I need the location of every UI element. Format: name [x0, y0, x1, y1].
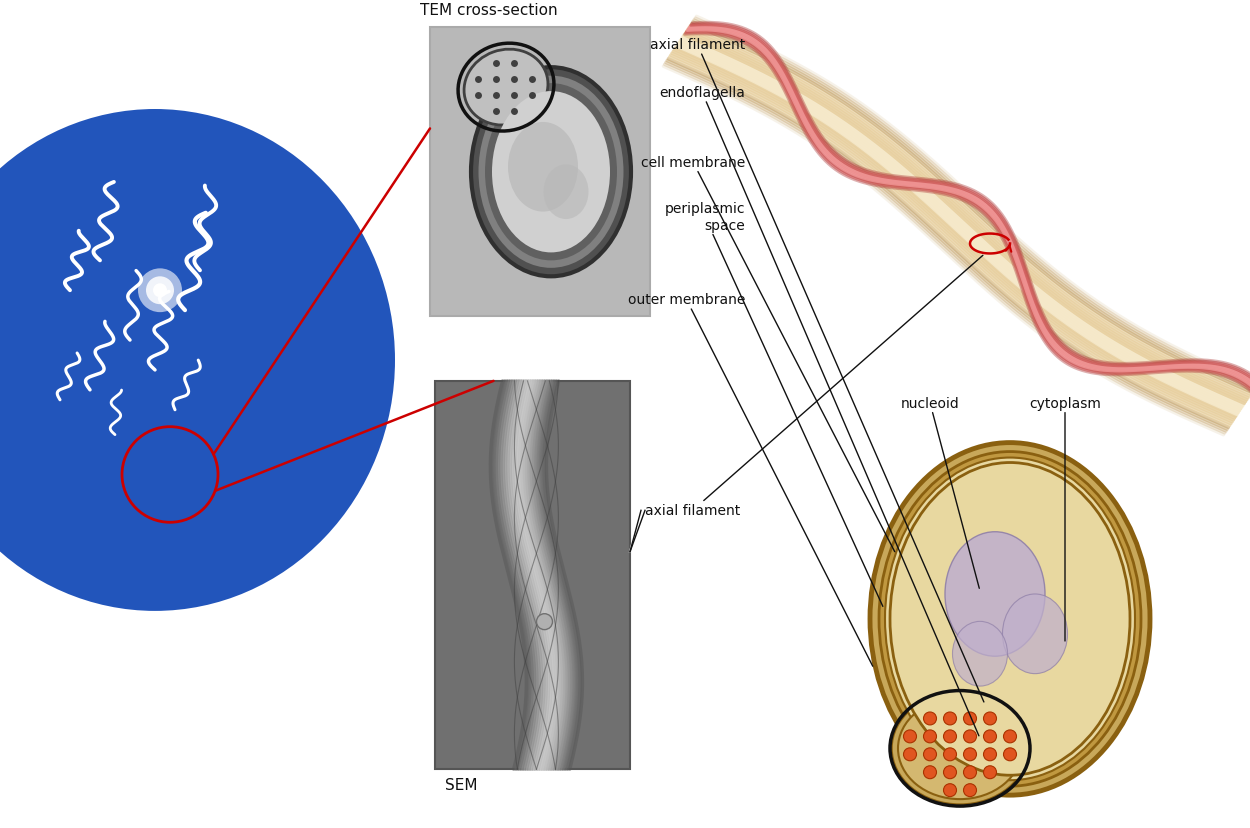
- Circle shape: [964, 766, 976, 779]
- Circle shape: [984, 712, 996, 725]
- Circle shape: [924, 748, 936, 761]
- Ellipse shape: [879, 452, 1141, 787]
- Ellipse shape: [508, 123, 578, 212]
- Text: nucleoid: nucleoid: [900, 397, 979, 589]
- Circle shape: [944, 748, 956, 761]
- Circle shape: [964, 748, 976, 761]
- Text: SEM: SEM: [445, 777, 478, 792]
- Ellipse shape: [952, 622, 1008, 686]
- Text: cell membrane: cell membrane: [641, 156, 895, 552]
- Ellipse shape: [870, 443, 1150, 795]
- Ellipse shape: [0, 110, 395, 611]
- Ellipse shape: [464, 50, 548, 126]
- Text: axial filament: axial filament: [650, 38, 984, 702]
- Text: cytoplasm: cytoplasm: [1029, 397, 1101, 641]
- Ellipse shape: [891, 691, 1029, 805]
- Circle shape: [1004, 730, 1016, 743]
- Text: TEM cross-section: TEM cross-section: [420, 3, 558, 18]
- Circle shape: [152, 284, 168, 298]
- Ellipse shape: [485, 84, 618, 261]
- Ellipse shape: [492, 92, 610, 253]
- Circle shape: [904, 748, 916, 761]
- Circle shape: [964, 730, 976, 743]
- Circle shape: [1004, 748, 1016, 761]
- Bar: [430, 28, 650, 317]
- Ellipse shape: [894, 467, 1126, 772]
- Circle shape: [138, 269, 182, 313]
- Ellipse shape: [544, 165, 589, 219]
- Ellipse shape: [890, 463, 1130, 775]
- Ellipse shape: [1003, 595, 1068, 674]
- Text: periplasmic
space: periplasmic space: [665, 202, 882, 607]
- Text: axial filament: axial filament: [645, 256, 982, 518]
- Text: outer membrane: outer membrane: [628, 293, 872, 667]
- Ellipse shape: [471, 68, 631, 277]
- Text: endoflagella: endoflagella: [659, 86, 979, 736]
- Circle shape: [944, 712, 956, 725]
- Circle shape: [536, 614, 552, 630]
- Circle shape: [924, 730, 936, 743]
- Ellipse shape: [898, 698, 1022, 799]
- Circle shape: [984, 748, 996, 761]
- Circle shape: [924, 766, 936, 779]
- Ellipse shape: [945, 532, 1045, 657]
- Circle shape: [146, 277, 174, 305]
- Circle shape: [924, 712, 936, 725]
- Circle shape: [984, 766, 996, 779]
- Circle shape: [984, 730, 996, 743]
- Ellipse shape: [885, 458, 1135, 780]
- Ellipse shape: [479, 76, 624, 268]
- Circle shape: [964, 712, 976, 725]
- Circle shape: [964, 784, 976, 797]
- Bar: [435, 382, 630, 769]
- Circle shape: [944, 784, 956, 797]
- Circle shape: [944, 766, 956, 779]
- Circle shape: [944, 730, 956, 743]
- Circle shape: [904, 730, 916, 743]
